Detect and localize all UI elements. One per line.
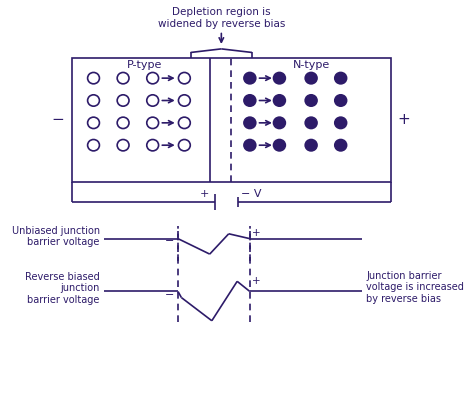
Text: +: + [200,189,209,199]
Circle shape [305,73,317,84]
Text: +: + [252,228,261,238]
Circle shape [244,73,256,84]
Circle shape [244,117,256,129]
Text: −: − [165,236,174,246]
Circle shape [305,95,317,106]
Text: Reverse biased
junction
barrier voltage: Reverse biased junction barrier voltage [25,272,100,305]
Circle shape [273,117,285,129]
Circle shape [273,73,285,84]
Circle shape [335,73,346,84]
Text: −: − [51,112,64,127]
Circle shape [335,140,346,151]
Text: P-type: P-type [127,60,162,70]
Text: +: + [398,112,410,127]
Text: −: − [165,290,174,300]
Text: +: + [252,276,261,286]
Circle shape [273,95,285,106]
Text: N-type: N-type [292,60,330,70]
Circle shape [335,95,346,106]
Text: Junction barrier
voltage is increased
by reverse bias: Junction barrier voltage is increased by… [366,271,464,304]
Text: Depletion region is
widened by reverse bias: Depletion region is widened by reverse b… [158,7,285,29]
Circle shape [305,140,317,151]
Bar [73,58,392,182]
Circle shape [335,117,346,129]
Circle shape [273,140,285,151]
Circle shape [244,140,256,151]
Circle shape [305,117,317,129]
Circle shape [244,95,256,106]
Text: Unbiased junction
barrier voltage: Unbiased junction barrier voltage [12,226,100,247]
Text: − V: − V [241,189,262,199]
